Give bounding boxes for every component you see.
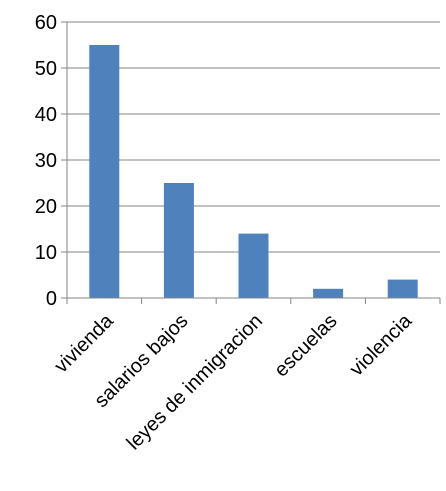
- y-tick-label: 10: [35, 242, 57, 264]
- x-category-label: leyes de inmigracion: [123, 310, 267, 454]
- y-tick-label: 0: [46, 288, 57, 310]
- bar-vivienda: [89, 45, 120, 298]
- x-category-label: violencia: [346, 309, 417, 380]
- y-tick-label: 30: [35, 150, 57, 172]
- y-tick-labels: 0 10 20 30 40 50 60: [35, 12, 57, 310]
- bar-leyes-de-inmigracion: [238, 233, 269, 298]
- y-tick-label: 50: [35, 58, 57, 80]
- gridlines: [67, 21, 440, 253]
- y-tick-label: 60: [35, 12, 57, 34]
- bar-escuelas: [313, 288, 344, 298]
- bar-salarios-bajos: [163, 183, 194, 298]
- y-tick-label: 40: [35, 104, 57, 126]
- axes: [61, 21, 441, 304]
- bars: [89, 45, 418, 298]
- x-category-label: escuelas: [270, 310, 341, 381]
- x-category-label: vivienda: [50, 309, 118, 377]
- y-tick-label: 20: [35, 196, 57, 218]
- bar-violencia: [387, 279, 418, 298]
